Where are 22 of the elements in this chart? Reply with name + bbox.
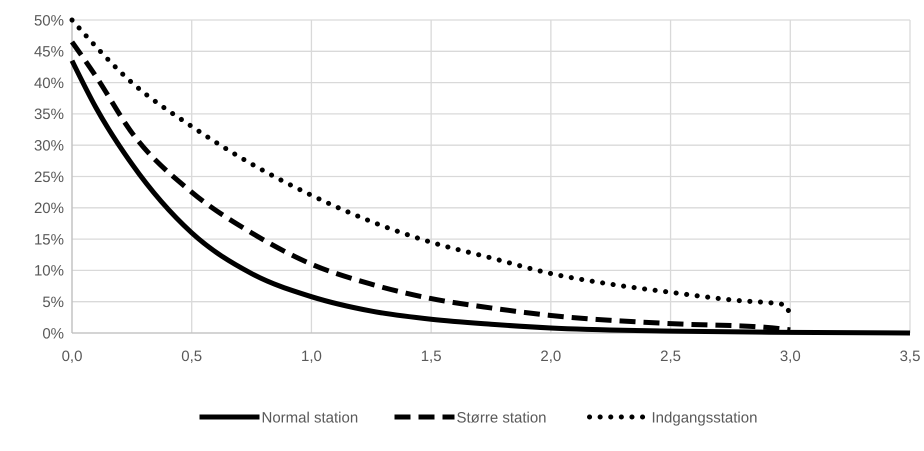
- y-tick-label: 25%: [34, 168, 64, 186]
- x-tick-label: 3,5: [900, 348, 920, 365]
- x-tick-label: 0,0: [62, 348, 82, 365]
- y-tick-label: 20%: [34, 200, 64, 218]
- x-tick-label: 1,0: [301, 348, 322, 365]
- y-tick-label: 10%: [34, 262, 64, 280]
- legend-label: Indgangsstation: [652, 409, 758, 426]
- y-tick-label: 35%: [34, 106, 64, 124]
- x-tick-label: 1,5: [420, 348, 442, 365]
- x-tick-label: 2,0: [540, 348, 562, 365]
- legend-label: Større station: [456, 409, 547, 426]
- x-tick-label: 3,0: [780, 348, 801, 365]
- x-tick-label: 0,5: [181, 348, 202, 365]
- y-tick-label: 30%: [34, 137, 64, 154]
- y-tick-label: 15%: [34, 231, 64, 248]
- y-tick-label: 0%: [42, 325, 64, 342]
- y-tick-label: 45%: [34, 44, 64, 61]
- legend-label: Normal station: [262, 409, 358, 426]
- y-tick-label: 5%: [42, 294, 64, 311]
- y-tick-label: 40%: [34, 74, 64, 92]
- y-tick-label: 50%: [34, 12, 64, 30]
- x-tick-label: 2,5: [660, 348, 681, 365]
